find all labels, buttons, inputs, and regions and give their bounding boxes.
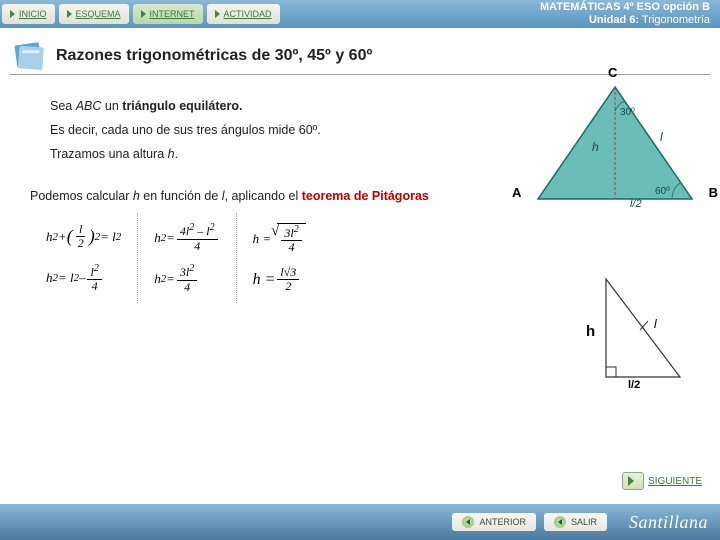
equation: h = √3l24 bbox=[253, 223, 306, 254]
label-l: l bbox=[654, 317, 657, 331]
play-icon bbox=[67, 10, 72, 18]
nav-label: INICIO bbox=[19, 9, 47, 19]
nav-label: INTERNET bbox=[150, 9, 195, 19]
nav-label: ACTIVIDAD bbox=[224, 9, 272, 19]
section-heading-row: Razones trigonométricas de 30º, 45º y 60… bbox=[10, 40, 710, 75]
vertex-a: A bbox=[512, 185, 521, 200]
back-icon bbox=[462, 516, 474, 528]
nav-internet[interactable]: INTERNET bbox=[133, 4, 203, 24]
label-h: h bbox=[586, 323, 595, 340]
bottom-bar: ANTERIOR SALIR Santillana bbox=[0, 504, 720, 540]
eq-col-3: h = √3l24 h = l√32 bbox=[237, 213, 322, 303]
nav-actividad[interactable]: ACTIVIDAD bbox=[207, 4, 280, 24]
svg-text:h: h bbox=[592, 140, 599, 154]
play-icon bbox=[628, 476, 634, 486]
svg-text:30º: 30º bbox=[620, 107, 635, 118]
header-title: MATEMÁTICAS 4º ESO opción B Unidad 6: Tr… bbox=[540, 1, 720, 27]
vertex-c: C bbox=[608, 65, 617, 80]
svg-text:l: l bbox=[660, 130, 663, 144]
play-icon bbox=[215, 10, 220, 18]
equation: h2 = 4l2 – l24 bbox=[154, 222, 219, 252]
equation: h2 = 3l24 bbox=[154, 263, 219, 293]
eq-col-1: h2 + (l2)2 = l2 h2 = l2 – l24 bbox=[30, 213, 138, 303]
nav-esquema[interactable]: ESQUEMA bbox=[59, 4, 129, 24]
next-label: SIGUIENTE bbox=[648, 476, 702, 487]
equation: h2 = l2 – l24 bbox=[46, 263, 121, 293]
vertex-b: B bbox=[709, 185, 718, 200]
brand-logo: Santillana bbox=[629, 512, 708, 533]
exit-label: SALIR bbox=[571, 517, 597, 527]
eq-col-2: h2 = 4l2 – l24 h2 = 3l24 bbox=[138, 213, 236, 303]
equilateral-triangle-figure: C A B h l l/2 30º 60º bbox=[530, 81, 700, 209]
top-nav: INICIO ESQUEMA INTERNET ACTIVIDAD MATEMÁ… bbox=[0, 0, 720, 28]
play-icon bbox=[10, 10, 15, 18]
svg-text:60º: 60º bbox=[655, 186, 670, 197]
back-icon bbox=[554, 516, 566, 528]
book-icon bbox=[10, 40, 48, 72]
equation: h2 + (l2)2 = l2 bbox=[46, 223, 121, 250]
content-area: C A B h l l/2 30º 60º Sea ABC un triángu… bbox=[0, 81, 720, 303]
equations-row: h2 + (l2)2 = l2 h2 = l2 – l24 h2 = 4l2 –… bbox=[30, 213, 690, 303]
label-l2: l/2 bbox=[628, 379, 640, 391]
prev-button[interactable]: ANTERIOR bbox=[452, 513, 536, 531]
nav-label: ESQUEMA bbox=[76, 9, 121, 19]
nav-inicio[interactable]: INICIO bbox=[2, 4, 55, 24]
right-triangle-figure: h l l/2 bbox=[592, 273, 692, 398]
section-title: Razones trigonométricas de 30º, 45º y 60… bbox=[56, 47, 372, 65]
prev-label: ANTERIOR bbox=[479, 517, 526, 527]
svg-text:l/2: l/2 bbox=[630, 198, 642, 209]
next-button[interactable]: SIGUIENTE bbox=[622, 472, 702, 490]
play-icon bbox=[141, 10, 146, 18]
equation-final: h = l√32 bbox=[253, 266, 306, 293]
exit-button[interactable]: SALIR bbox=[544, 513, 607, 531]
